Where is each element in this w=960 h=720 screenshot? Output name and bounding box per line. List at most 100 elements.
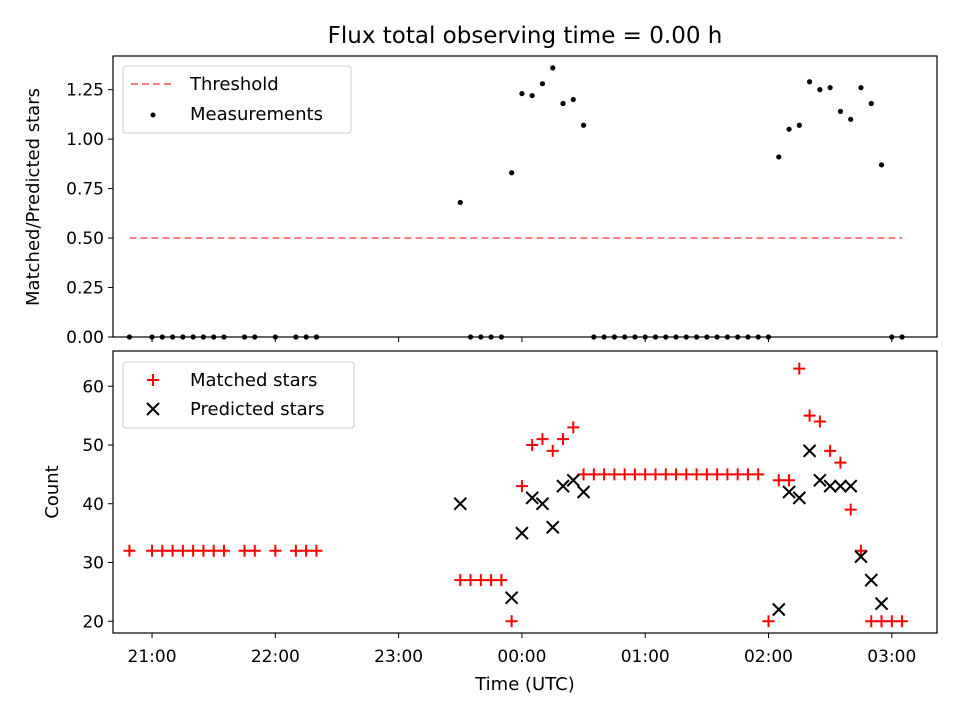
matched-star-point: [166, 544, 179, 557]
predicted-star-point: [515, 526, 529, 540]
matched-star-point: [187, 544, 200, 557]
x-tick-label: 02:00: [744, 647, 793, 667]
predicted-star-point: [782, 485, 796, 499]
legend-measurements-label: Measurements: [190, 104, 323, 125]
matched-star-point: [854, 544, 867, 557]
matched-star-point: [269, 544, 282, 557]
predicted-star-point: [792, 491, 807, 505]
legend-threshold-label: Threshold: [189, 74, 279, 95]
matched-star-point: [783, 474, 796, 487]
matched-star-point: [485, 574, 498, 587]
matched-star-point: [495, 574, 508, 587]
bottom-y-axis-label: Count: [42, 465, 63, 518]
measurement-point: [509, 170, 515, 176]
bottom-y-tick-label: 50: [82, 436, 104, 456]
predicted-star-point: [535, 497, 550, 511]
predicted-star-point: [864, 573, 878, 587]
measurement-point: [858, 85, 864, 91]
measurement-point: [817, 87, 823, 93]
x-tick-label: 21:00: [128, 647, 177, 667]
matched-star-point: [824, 444, 837, 457]
top-axes-frame: [112, 55, 938, 338]
measurement-point: [550, 65, 556, 71]
predicted-star-point: [566, 473, 580, 487]
matched-star-point: [474, 574, 487, 587]
matched-star-point: [772, 474, 785, 487]
predicted-star-point: [504, 591, 519, 605]
matched-star-point: [865, 615, 878, 628]
bottom-legend: Matched stars Predicted stars: [122, 361, 355, 429]
top-y-axis-label: Matched/Predicted stars: [23, 88, 44, 306]
matched-star-point: [721, 468, 734, 481]
bottom-data-marks: [123, 362, 909, 628]
measurement-point: [539, 81, 546, 87]
top-y-tick-label: 1.25: [66, 81, 104, 101]
top-y-tick-label: 0.75: [66, 180, 104, 200]
matched-star-point: [598, 468, 611, 481]
predicted-star-point: [802, 444, 817, 458]
legend-matched-label: Matched stars: [190, 370, 317, 391]
matched-star-point: [587, 468, 600, 481]
bottom-axes-frame: [112, 350, 938, 634]
matched-star-point: [238, 544, 251, 557]
bottom-y-tick-label: 30: [82, 554, 104, 574]
x-axis-label: Time (UTC): [474, 674, 575, 695]
matched-star-point: [546, 444, 559, 457]
bottom-legend-box: [122, 361, 355, 429]
matched-star-point: [608, 468, 621, 481]
predicted-star-point: [843, 479, 858, 493]
matched-star-point: [217, 544, 230, 557]
predicted-star-point: [833, 479, 848, 493]
legend-measurements-swatch: [150, 112, 156, 118]
matched-star-point: [505, 615, 518, 628]
bottom-axes: 20 30 40 50 60 21:00 22:00 23:00 00:00 01:00 02:00…: [82, 377, 916, 667]
matched-star-point: [649, 468, 662, 481]
top-y-tick-label: 1.00: [66, 130, 104, 150]
matched-star-point: [731, 468, 744, 481]
measurement-point: [848, 116, 854, 122]
matched-star-point: [844, 503, 857, 516]
matched-star-point: [146, 544, 159, 557]
predicted-star-point: [556, 479, 570, 493]
predicted-star-point: [453, 497, 467, 511]
matched-star-point: [752, 468, 765, 481]
predicted-star-point: [874, 596, 889, 611]
predicted-star-point: [854, 549, 868, 564]
x-tick-label: 01:00: [621, 647, 670, 667]
bottom-panel: 20 30 40 50 60 21:00 22:00 23:00 00:00 01:00 02:00…: [42, 350, 938, 695]
matched-star-point: [659, 468, 672, 481]
top-legend: Threshold Measurements: [122, 65, 352, 134]
predicted-star-point: [813, 473, 827, 487]
matched-star-point: [197, 544, 210, 557]
top-y-tick-label: 0.25: [66, 279, 104, 299]
matched-star-point: [628, 468, 641, 481]
matched-star-point: [536, 433, 549, 446]
top-y-tick-label: 0.00: [66, 328, 104, 348]
matched-star-point: [567, 421, 580, 434]
chart-title: Flux total observing time = 0.00 h: [328, 23, 723, 49]
matched-star-point: [793, 362, 806, 375]
matched-star-point: [289, 544, 302, 557]
matched-star-point: [680, 468, 693, 481]
legend-matched-swatch: [147, 374, 159, 386]
predicted-star-point: [546, 520, 560, 534]
matched-star-point: [515, 480, 528, 493]
top-legend-box: [122, 65, 352, 134]
measurement-point: [457, 199, 463, 206]
measurement-point: [827, 85, 833, 91]
matched-star-point: [741, 468, 754, 481]
matched-star-point: [464, 574, 477, 587]
matched-star-point: [762, 615, 775, 628]
x-tick-label: 22:00: [251, 647, 300, 667]
matched-star-point: [577, 468, 590, 481]
predicted-star-point: [525, 491, 539, 505]
measurement-point: [868, 100, 874, 107]
bottom-y-tick-label: 60: [82, 377, 104, 397]
matched-star-point: [310, 544, 323, 557]
matched-star-point: [875, 615, 888, 628]
predicted-star-point: [823, 479, 837, 493]
matched-star-point: [803, 409, 816, 422]
matched-star-point: [885, 615, 898, 628]
measurement-point: [806, 79, 813, 85]
